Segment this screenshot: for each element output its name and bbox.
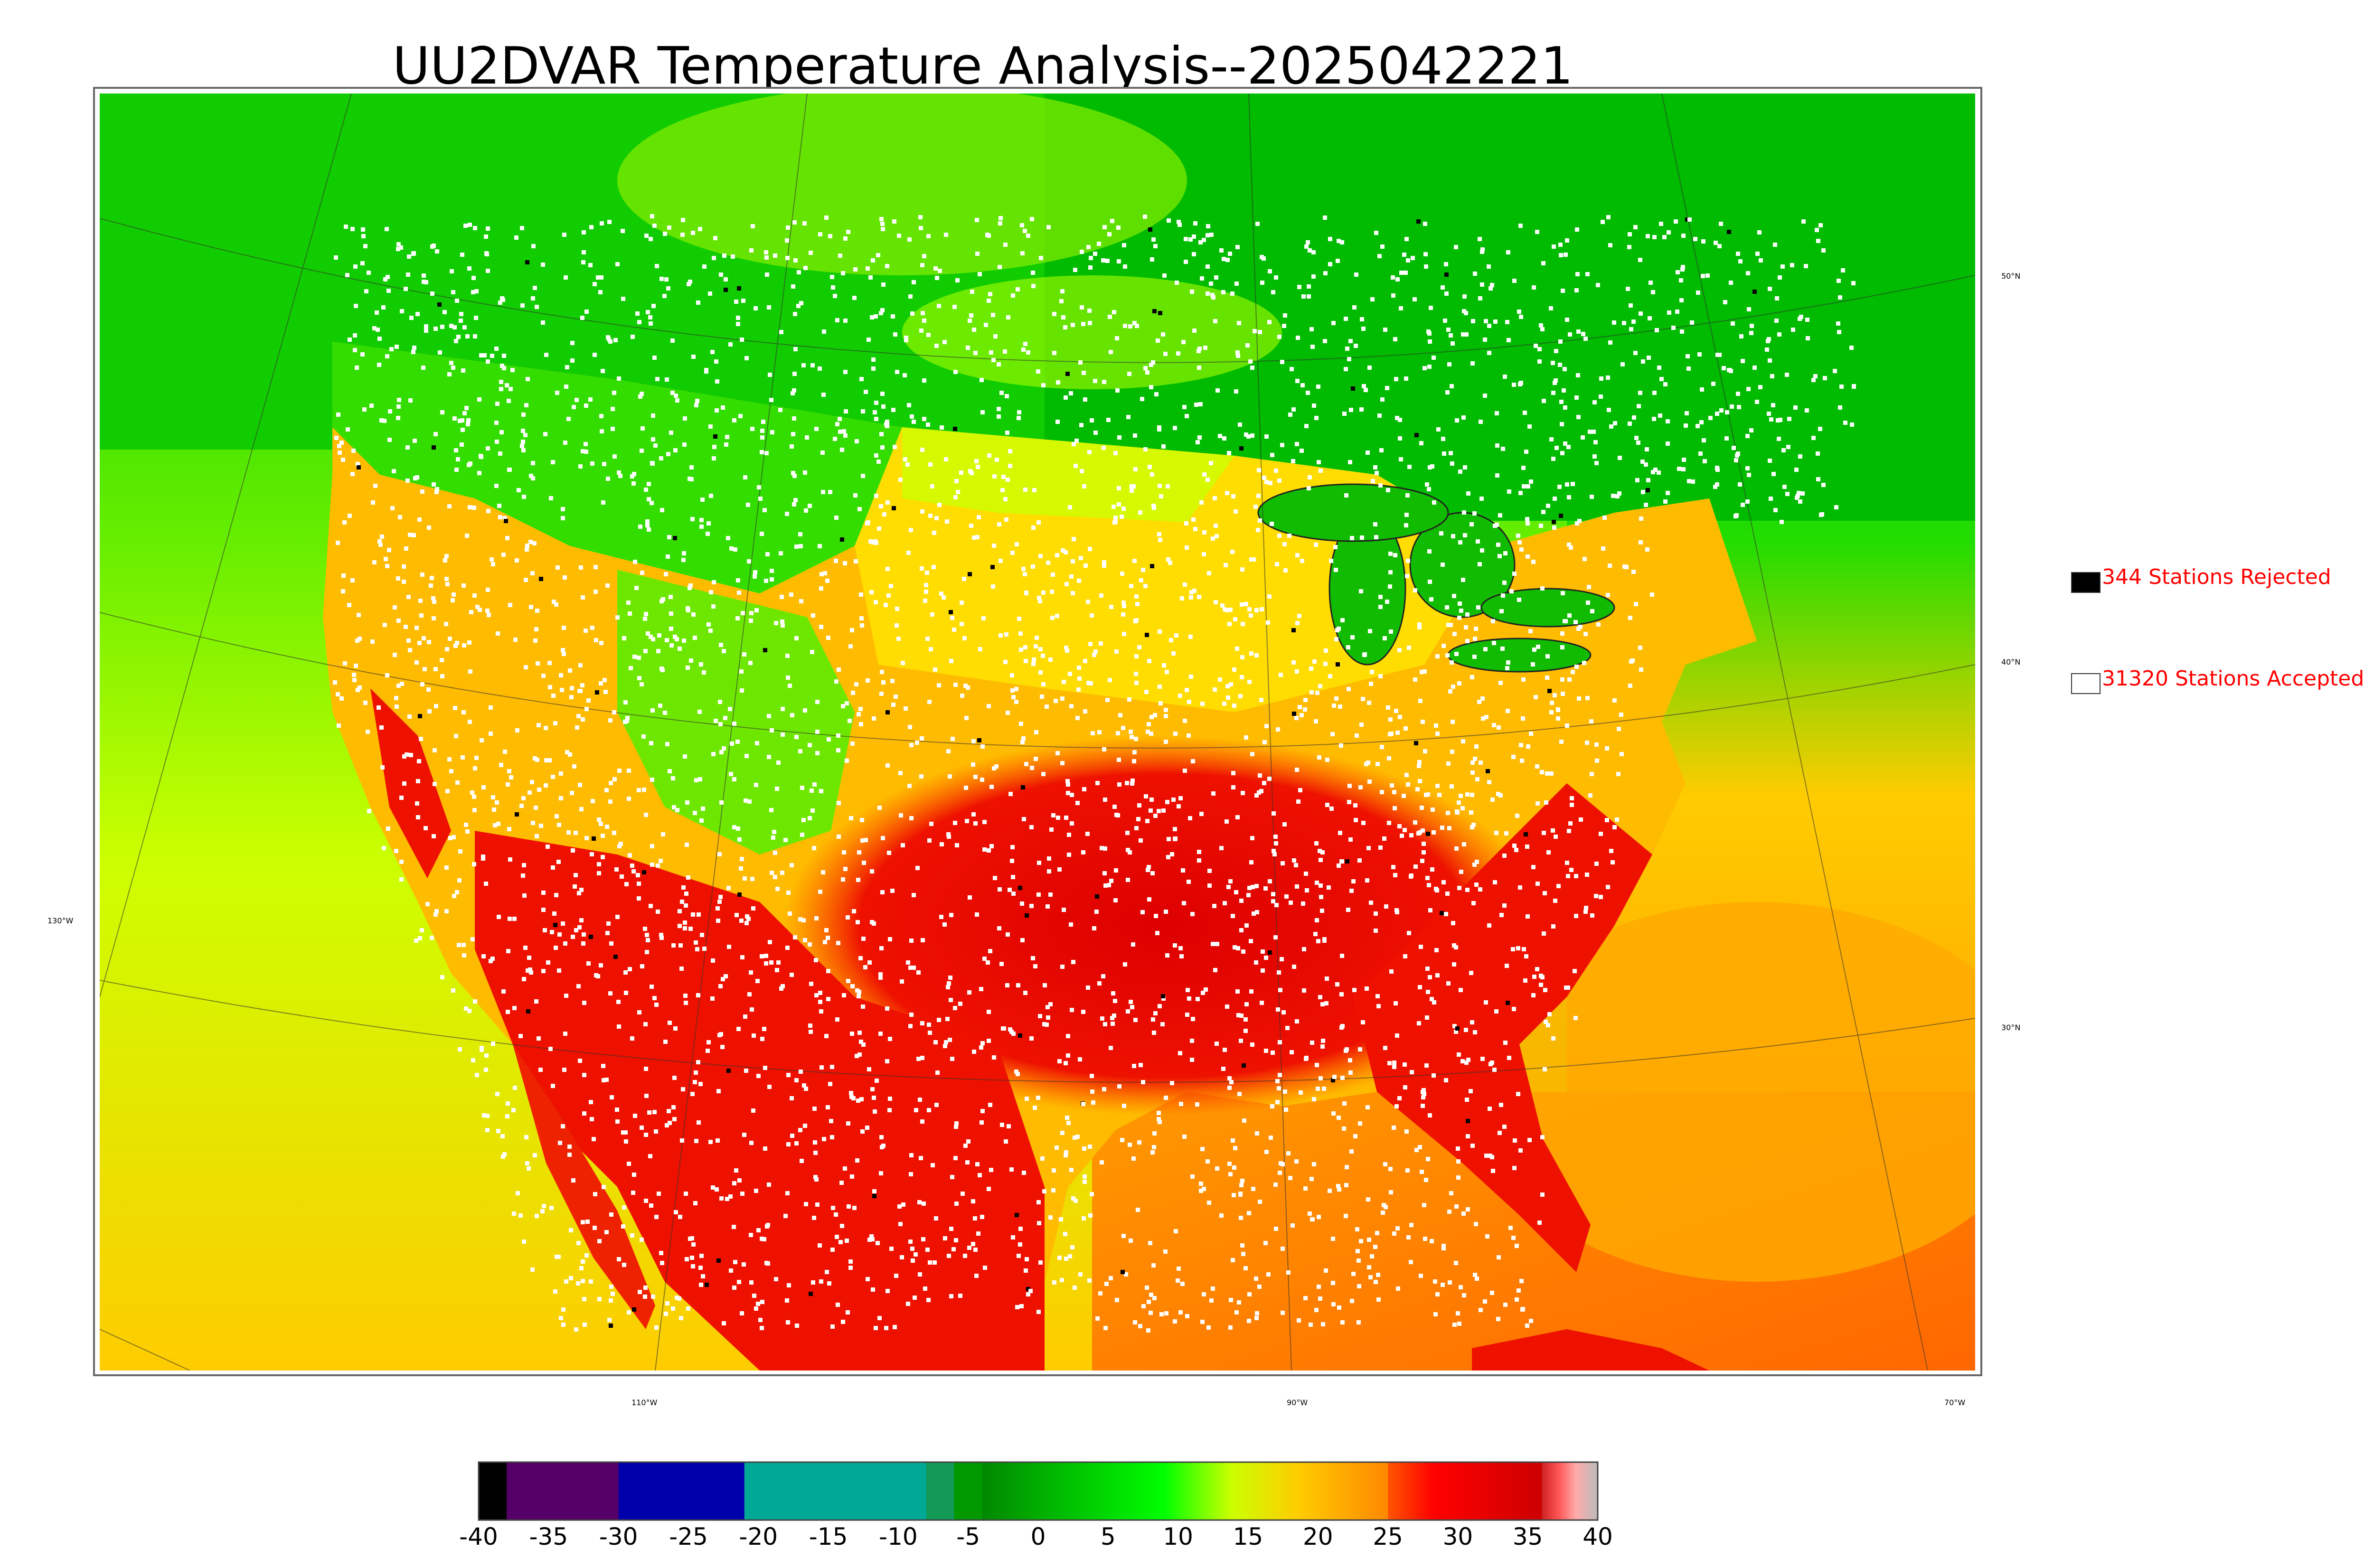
colorbar-tick-label: 35 — [1512, 1523, 1543, 1550]
colorbar-tick-label: 40 — [1583, 1523, 1613, 1550]
colorbar-segment — [744, 1462, 927, 1520]
colorbar-segment — [479, 1462, 507, 1520]
colorbar-tick-label: -25 — [669, 1523, 708, 1550]
colorbar-tick-label: 15 — [1233, 1523, 1263, 1550]
lon-110-label: 110°W — [631, 1398, 658, 1407]
colorbar-segment — [506, 1462, 619, 1520]
colorbar-tick-label: 20 — [1302, 1523, 1333, 1550]
lat-40-label: 40°N — [2001, 657, 2021, 667]
colorbar-tick-label: 0 — [1030, 1523, 1046, 1550]
colorbar-tick-label: -40 — [459, 1523, 498, 1550]
colorbar-tick-label: -10 — [879, 1523, 918, 1550]
colorbar-segment — [982, 1462, 1165, 1520]
graticule — [100, 94, 1975, 1371]
colorbar-tick-label: -20 — [739, 1523, 778, 1550]
lon-130-label: 130°W — [47, 916, 74, 925]
colorbar-segment — [618, 1462, 745, 1520]
colorbar-segment — [1542, 1462, 1598, 1520]
colorbar-tick-label: -15 — [809, 1523, 848, 1550]
accepted-legend-swatch — [2071, 673, 2101, 694]
colorbar — [478, 1461, 1599, 1521]
lon-90-label: 90°W — [1287, 1398, 1308, 1407]
colorbar-segment — [1388, 1462, 1543, 1520]
lat-50-label: 50°N — [2001, 272, 2021, 281]
colorbar-tick-label: -5 — [956, 1523, 980, 1550]
rejected-legend-swatch — [2071, 572, 2101, 593]
colorbar-segment — [1164, 1462, 1389, 1520]
colorbar-tick-label: 30 — [1442, 1523, 1473, 1550]
colorbar-frame — [478, 1461, 1599, 1521]
colorbar-tick-label: -35 — [529, 1523, 568, 1550]
map-field — [100, 94, 1975, 1371]
colorbar-tick-label: 5 — [1100, 1523, 1116, 1550]
colorbar-tick-label: 10 — [1163, 1523, 1193, 1550]
colorbar-segment — [926, 1462, 955, 1520]
lat-30-label: 30°N — [2001, 1023, 2021, 1032]
station-markers — [333, 214, 1856, 1333]
lon-70-label: 70°W — [1944, 1398, 1966, 1407]
colorbar-segment — [954, 1462, 983, 1520]
colorbar-tick-label: 25 — [1373, 1523, 1403, 1550]
accepted-legend-label: 31320 Stations Accepted — [2102, 667, 2365, 691]
map-title: UU2DVAR Temperature Analysis--2025042221 — [392, 37, 1573, 96]
colorbar-tick-label: -30 — [599, 1523, 638, 1550]
rejected-legend-label: 344 Stations Rejected — [2102, 565, 2331, 589]
